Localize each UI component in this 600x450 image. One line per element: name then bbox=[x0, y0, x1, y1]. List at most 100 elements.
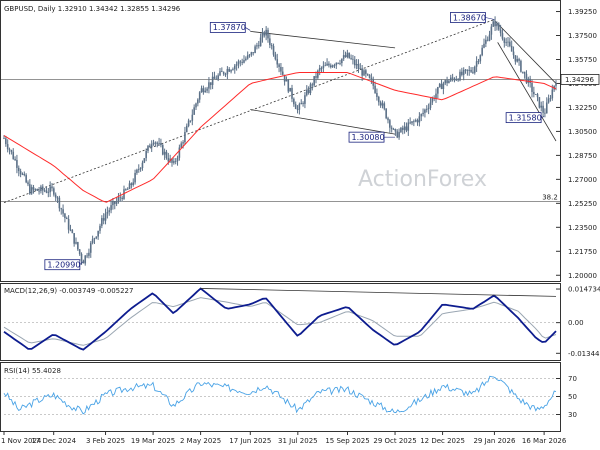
candle-body bbox=[106, 211, 109, 214]
candle-body bbox=[448, 80, 450, 84]
candle-body bbox=[355, 64, 358, 66]
price-callout-leader bbox=[245, 27, 251, 31]
candle-body bbox=[470, 69, 472, 72]
candle-body bbox=[499, 29, 502, 34]
candle-body bbox=[171, 158, 173, 163]
candle-body bbox=[121, 197, 123, 199]
candle-body bbox=[165, 151, 168, 158]
candle-body bbox=[93, 238, 96, 240]
candle-body bbox=[246, 55, 249, 59]
candle-body bbox=[490, 26, 493, 35]
candle-body bbox=[437, 87, 439, 94]
candle-body bbox=[208, 82, 210, 89]
candle-body bbox=[521, 71, 524, 73]
candle-body bbox=[468, 69, 471, 71]
candle-body bbox=[84, 255, 87, 264]
price-title: GBPUSD, Daily 1.32910 1.34342 1.32855 1.… bbox=[4, 5, 181, 13]
candle-body bbox=[141, 162, 144, 169]
candle-body bbox=[270, 44, 273, 47]
candle-body bbox=[139, 168, 142, 170]
trendline bbox=[497, 42, 557, 142]
candle-body bbox=[276, 59, 279, 65]
candle-body bbox=[390, 127, 393, 130]
candle-body bbox=[117, 197, 120, 201]
candle-body bbox=[481, 47, 483, 56]
candle-body bbox=[86, 255, 88, 257]
candle-body bbox=[60, 208, 63, 210]
price-y-tick-label: 1.39250 bbox=[568, 8, 597, 16]
candle-body bbox=[534, 94, 537, 95]
fib-level-label: 38.2 bbox=[542, 193, 558, 201]
price-panel bbox=[0, 0, 561, 282]
candle-body bbox=[547, 98, 550, 103]
candle-body bbox=[505, 42, 507, 44]
candle-body bbox=[143, 158, 146, 163]
x-tick-label: 3 Feb 2025 bbox=[86, 437, 125, 445]
candle-body bbox=[488, 34, 491, 41]
candle-body bbox=[222, 71, 225, 75]
candle-body bbox=[161, 145, 164, 155]
candle-body bbox=[204, 90, 207, 93]
candle-body bbox=[230, 70, 232, 72]
candle-body bbox=[32, 187, 35, 190]
candle-body bbox=[34, 189, 37, 190]
x-tick-label: 17 Dec 2024 bbox=[31, 437, 76, 445]
candle-body bbox=[466, 69, 469, 71]
candle-body bbox=[392, 128, 395, 130]
candle-body bbox=[418, 116, 421, 123]
candle-body bbox=[348, 52, 351, 59]
candle-body bbox=[302, 103, 304, 104]
candle-body bbox=[21, 173, 24, 175]
candle-body bbox=[261, 32, 264, 38]
candle-body bbox=[326, 63, 328, 66]
rsi-y-tick-label: 70 bbox=[568, 375, 577, 383]
candle-body bbox=[71, 229, 74, 234]
candle-body bbox=[370, 77, 373, 80]
candle-body bbox=[407, 122, 410, 131]
last-price-tag bbox=[560, 74, 600, 85]
watermark: ActionForex bbox=[358, 167, 487, 192]
macd-title: MACD(12,26,9) -0.003749 -0.005227 bbox=[4, 287, 133, 295]
candle-body bbox=[479, 55, 482, 62]
candle-body bbox=[67, 219, 70, 230]
trendline bbox=[494, 20, 557, 84]
candle-body bbox=[263, 32, 266, 36]
candle-body bbox=[411, 121, 413, 124]
candle-body bbox=[486, 39, 489, 41]
candle-body bbox=[25, 175, 27, 183]
candle-body bbox=[451, 77, 454, 79]
candle-body bbox=[455, 79, 458, 81]
candle-body bbox=[95, 236, 98, 239]
candle-body bbox=[313, 76, 315, 86]
candle-body bbox=[442, 83, 445, 90]
candle-body bbox=[254, 46, 256, 54]
candle-body bbox=[102, 218, 105, 221]
candle-body bbox=[73, 233, 75, 244]
candle-body bbox=[226, 68, 229, 75]
candle-body bbox=[101, 218, 103, 226]
candle-body bbox=[544, 112, 546, 114]
candle-body bbox=[365, 70, 367, 74]
macd-panel bbox=[0, 283, 561, 361]
rsi-panel bbox=[0, 362, 561, 432]
candle-body bbox=[501, 33, 504, 39]
candle-body bbox=[224, 74, 227, 75]
candle-body bbox=[182, 142, 184, 144]
candle-body bbox=[494, 21, 496, 27]
candle-body bbox=[41, 186, 44, 191]
candle-body bbox=[377, 96, 380, 103]
candle-body bbox=[333, 65, 336, 66]
candle-body bbox=[461, 71, 463, 75]
candle-body bbox=[523, 71, 526, 74]
candle-body bbox=[520, 60, 522, 72]
candle-body bbox=[269, 38, 271, 45]
candle-body bbox=[147, 145, 149, 151]
trendline bbox=[250, 31, 396, 49]
candle-body bbox=[280, 66, 282, 72]
candle-body bbox=[197, 99, 199, 104]
candle-body bbox=[545, 102, 548, 114]
price-callout-label: 1.30080 bbox=[352, 133, 385, 142]
price-callout-label: 1.37870 bbox=[213, 23, 246, 32]
candle-body bbox=[352, 58, 354, 60]
